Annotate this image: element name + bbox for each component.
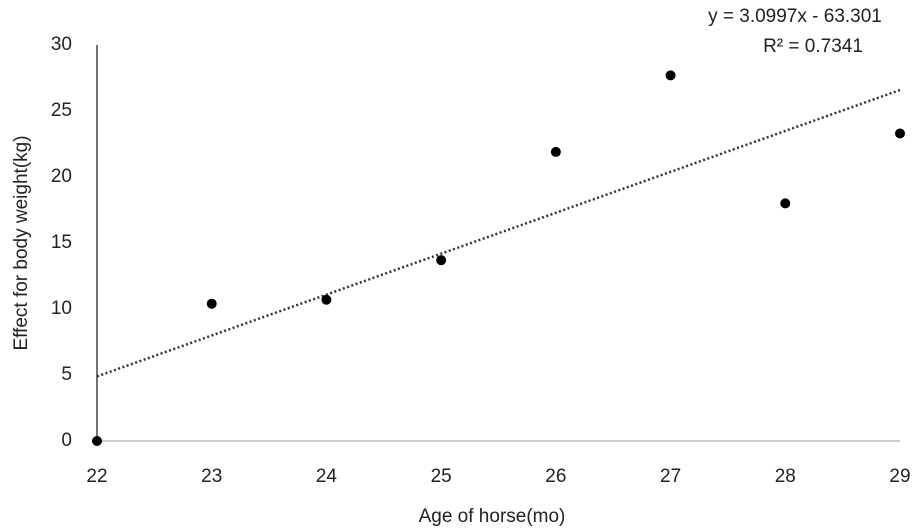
x-tick-label: 26 [545, 466, 566, 487]
point [895, 128, 905, 139]
point [92, 436, 102, 446]
x-tick-label: 23 [201, 466, 222, 487]
point [206, 298, 217, 309]
point [780, 198, 791, 209]
point [665, 70, 676, 81]
trendline-r2: R² = 0.7341 [763, 36, 863, 57]
y-tick-label: 25 [51, 100, 72, 121]
y-tick-label: 0 [61, 430, 72, 451]
y-tick-label: 15 [51, 232, 72, 253]
x-tick-label: 29 [889, 466, 910, 487]
point [550, 146, 561, 157]
x-tick-label: 25 [431, 466, 452, 487]
y-tick-label: 20 [51, 166, 72, 187]
x-axis-title: Age of horse(mo) [419, 506, 566, 527]
y-axis-title: Effect for body weight(kg) [11, 135, 32, 350]
y-tick-label: 30 [51, 34, 72, 55]
x-tick-label: 22 [86, 466, 107, 487]
x-tick-label: 27 [660, 466, 681, 487]
trendline [96, 88, 901, 378]
y-tick-label: 5 [61, 364, 72, 385]
x-tick-label: 28 [775, 466, 796, 487]
point [321, 294, 332, 305]
y-tick-label: 10 [51, 298, 72, 319]
point [436, 255, 447, 266]
x-tick-label: 24 [316, 466, 338, 487]
trendline-equation: y = 3.0997x - 63.301 [708, 6, 882, 27]
